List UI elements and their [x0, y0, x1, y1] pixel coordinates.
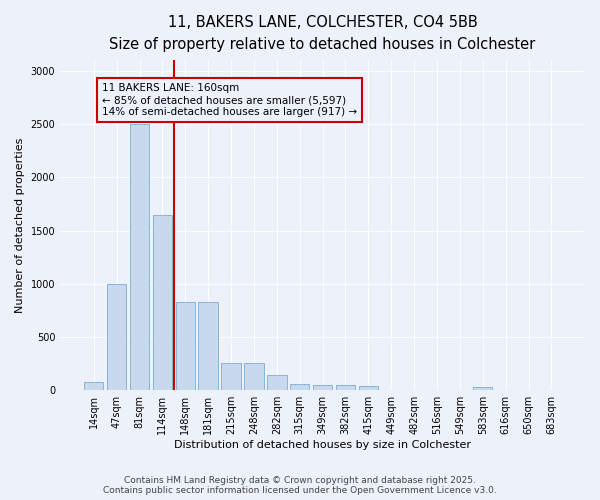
- Bar: [313, 385, 332, 390]
- Bar: [244, 362, 263, 390]
- Y-axis label: Number of detached properties: Number of detached properties: [15, 138, 25, 313]
- Bar: [221, 362, 241, 390]
- Text: Contains HM Land Registry data © Crown copyright and database right 2025.
Contai: Contains HM Land Registry data © Crown c…: [103, 476, 497, 495]
- Bar: [336, 385, 355, 390]
- Bar: [176, 302, 195, 390]
- X-axis label: Distribution of detached houses by size in Colchester: Distribution of detached houses by size …: [174, 440, 471, 450]
- Text: 11 BAKERS LANE: 160sqm
← 85% of detached houses are smaller (5,597)
14% of semi-: 11 BAKERS LANE: 160sqm ← 85% of detached…: [102, 84, 357, 116]
- Bar: [199, 302, 218, 390]
- Bar: [359, 386, 378, 390]
- Bar: [267, 376, 287, 390]
- Title: 11, BAKERS LANE, COLCHESTER, CO4 5BB
Size of property relative to detached house: 11, BAKERS LANE, COLCHESTER, CO4 5BB Siz…: [109, 15, 536, 52]
- Bar: [84, 382, 103, 390]
- Bar: [290, 384, 310, 390]
- Bar: [152, 214, 172, 390]
- Bar: [473, 387, 493, 390]
- Bar: [107, 284, 127, 390]
- Bar: [130, 124, 149, 390]
